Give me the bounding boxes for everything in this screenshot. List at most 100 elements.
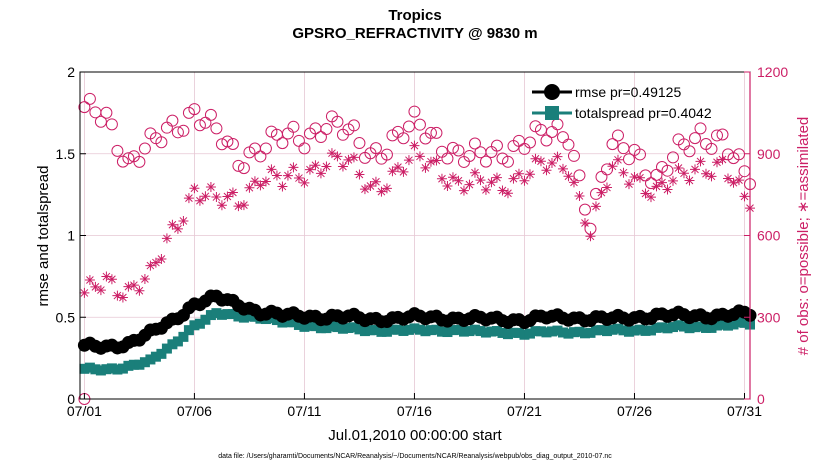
assimilated-obs-point bbox=[491, 172, 502, 183]
spread-point bbox=[585, 327, 596, 338]
spread-point bbox=[618, 325, 629, 336]
spread-point bbox=[447, 325, 458, 336]
possible-obs-point bbox=[430, 126, 443, 139]
spread-point bbox=[343, 323, 354, 334]
assimilated-obs-point bbox=[717, 154, 728, 165]
legend-spread-marker bbox=[545, 106, 559, 120]
spread-point bbox=[535, 326, 546, 337]
assimilated-obs-point bbox=[618, 167, 629, 178]
possible-obs-point bbox=[100, 106, 113, 119]
spread-point bbox=[640, 325, 651, 336]
y-axis-left-label: rmse and totalspread bbox=[35, 166, 52, 307]
possible-obs-point bbox=[331, 115, 344, 128]
spread-point bbox=[601, 326, 612, 337]
assimilated-obs-point bbox=[568, 177, 579, 188]
spread-point bbox=[590, 325, 601, 336]
spread-point bbox=[79, 363, 90, 374]
possible-obs-point bbox=[298, 142, 311, 155]
spread-point bbox=[150, 351, 161, 362]
spread-point bbox=[524, 328, 535, 339]
spread-point bbox=[442, 327, 453, 338]
assimilated-obs-point bbox=[475, 175, 486, 186]
possible-obs-point bbox=[468, 137, 481, 150]
possible-obs-point bbox=[353, 137, 366, 150]
possible-obs-point bbox=[166, 114, 179, 127]
spread-point bbox=[266, 313, 277, 324]
x-tick-label: 07/11 bbox=[287, 403, 321, 419]
spread-point bbox=[227, 309, 238, 320]
spread-point bbox=[134, 359, 145, 370]
assimilated-obs-point bbox=[409, 140, 420, 151]
assimilated-obs-point bbox=[711, 157, 722, 168]
spread-point bbox=[552, 325, 563, 336]
assimilated-obs-point bbox=[431, 155, 442, 166]
spread-point bbox=[673, 320, 684, 331]
assimilated-obs-point bbox=[480, 184, 491, 195]
data-file-footnote: data file: /Users/gharamti/Documents/NCA… bbox=[218, 453, 612, 460]
possible-obs-point bbox=[683, 145, 696, 158]
spread-point bbox=[519, 329, 530, 340]
spread-point bbox=[288, 317, 299, 328]
assimilated-obs-point bbox=[541, 165, 552, 176]
spread-point bbox=[667, 322, 678, 333]
spread-point bbox=[607, 324, 618, 335]
possible-obs-point bbox=[694, 122, 707, 135]
spread-point bbox=[722, 320, 733, 331]
possible-obs-point bbox=[633, 148, 646, 161]
assimilated-obs-point bbox=[370, 176, 381, 187]
assimilated-obs-point bbox=[172, 223, 183, 234]
spread-point bbox=[651, 322, 662, 333]
assimilated-obs-point bbox=[255, 180, 266, 191]
possible-obs-point bbox=[617, 142, 630, 155]
assimilated-obs-point bbox=[128, 280, 139, 291]
assimilated-obs-point bbox=[420, 162, 431, 173]
y-tick-label-right: 600 bbox=[757, 228, 781, 244]
assimilated-obs-point bbox=[117, 292, 128, 303]
assimilated-obs-point bbox=[183, 193, 194, 204]
assimilated-obs-point bbox=[469, 167, 480, 178]
assimilated-obs-point bbox=[321, 161, 332, 172]
spread-point bbox=[700, 322, 711, 333]
possible-obs-point bbox=[369, 142, 382, 155]
assimilated-obs-point bbox=[486, 177, 497, 188]
spread-point bbox=[304, 320, 315, 331]
assimilated-obs-point bbox=[343, 154, 354, 165]
x-tick-label: 07/21 bbox=[507, 403, 542, 419]
assimilated-obs-point bbox=[612, 154, 623, 165]
assimilated-obs-point bbox=[425, 156, 436, 167]
assimilated-obs-point bbox=[392, 162, 403, 173]
possible-obs-point bbox=[210, 122, 223, 135]
assimilated-obs-point bbox=[315, 168, 326, 179]
series-possible-markers bbox=[78, 92, 756, 405]
possible-obs-point bbox=[578, 203, 591, 216]
spread-point bbox=[574, 326, 585, 337]
assimilated-obs-point bbox=[161, 233, 172, 244]
assimilated-obs-point bbox=[90, 281, 101, 292]
spread-point bbox=[728, 319, 739, 330]
assimilated-obs-point bbox=[436, 173, 447, 184]
spread-point bbox=[629, 325, 640, 336]
spread-point bbox=[348, 322, 359, 333]
possible-obs-point bbox=[155, 136, 168, 149]
spread-point bbox=[354, 324, 365, 335]
spread-point bbox=[293, 319, 304, 330]
assimilated-obs-point bbox=[387, 166, 398, 177]
spread-point bbox=[563, 328, 574, 339]
possible-obs-point bbox=[193, 119, 206, 132]
assimilated-obs-point bbox=[447, 172, 458, 183]
series-assimilated-markers bbox=[79, 140, 755, 303]
spread-point bbox=[480, 327, 491, 338]
x-tick-label: 07/01 bbox=[67, 403, 102, 419]
assimilated-obs-point bbox=[579, 218, 590, 228]
possible-obs-point bbox=[314, 131, 327, 144]
possible-obs-point bbox=[490, 139, 503, 152]
assimilated-obs-point bbox=[453, 175, 464, 186]
assimilated-obs-point bbox=[266, 164, 277, 175]
spread-point bbox=[359, 326, 370, 337]
spread-point bbox=[425, 325, 436, 336]
possible-obs-point bbox=[666, 151, 679, 164]
spread-point bbox=[557, 327, 568, 338]
spread-point bbox=[117, 363, 128, 374]
assimilated-obs-point bbox=[640, 188, 651, 199]
assimilated-obs-point bbox=[601, 182, 612, 193]
